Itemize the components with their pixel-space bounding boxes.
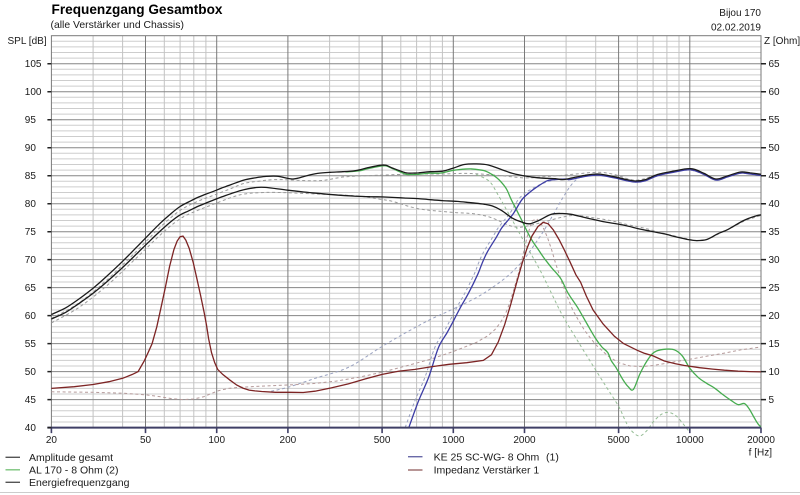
svg-text:60: 60 xyxy=(769,87,781,98)
svg-text:50: 50 xyxy=(769,143,781,154)
svg-text:1000: 1000 xyxy=(442,435,465,446)
svg-text:60: 60 xyxy=(25,311,37,322)
svg-text:90: 90 xyxy=(25,143,37,154)
svg-text:55: 55 xyxy=(25,339,37,350)
svg-text:Frequenzgang Gesamtbox: Frequenzgang Gesamtbox xyxy=(52,1,223,17)
svg-text:70: 70 xyxy=(25,255,37,266)
svg-text:50: 50 xyxy=(140,435,152,446)
svg-text:65: 65 xyxy=(25,283,37,294)
svg-text:50: 50 xyxy=(25,367,37,378)
svg-text:40: 40 xyxy=(25,423,37,434)
svg-text:95: 95 xyxy=(25,115,37,126)
svg-text:AL 170 - 8 Ohm (2): AL 170 - 8 Ohm (2) xyxy=(29,464,118,476)
svg-text:2000: 2000 xyxy=(513,435,536,446)
svg-text:(alle Verstärker und Chassis): (alle Verstärker und Chassis) xyxy=(51,20,184,31)
svg-text:105: 105 xyxy=(25,59,42,70)
svg-text:20: 20 xyxy=(46,435,58,446)
svg-text:40: 40 xyxy=(769,199,781,210)
svg-text:45: 45 xyxy=(25,395,37,406)
svg-text:KE 25 SC-WG- 8 Ohm: KE 25 SC-WG- 8 Ohm xyxy=(434,451,540,463)
svg-text:02.02.2019: 02.02.2019 xyxy=(711,23,761,34)
svg-text:500: 500 xyxy=(374,435,391,446)
svg-text:45: 45 xyxy=(769,171,781,182)
svg-text:Impedanz Verstärker 1: Impedanz Verstärker 1 xyxy=(434,465,540,477)
svg-text:20000: 20000 xyxy=(747,435,775,446)
svg-text:10000: 10000 xyxy=(676,435,704,446)
svg-text:Amplitude gesamt: Amplitude gesamt xyxy=(29,452,113,464)
svg-text:5000: 5000 xyxy=(607,435,630,446)
svg-text:10: 10 xyxy=(769,367,781,378)
svg-text:85: 85 xyxy=(25,171,37,182)
svg-text:Z [Ohm]: Z [Ohm] xyxy=(764,36,800,47)
svg-text:65: 65 xyxy=(769,59,781,70)
svg-text:Energiefrequenzgang: Energiefrequenzgang xyxy=(29,477,130,489)
svg-text:f [Hz]: f [Hz] xyxy=(749,448,773,459)
svg-text:75: 75 xyxy=(25,227,37,238)
svg-text:55: 55 xyxy=(769,115,781,126)
svg-text:35: 35 xyxy=(769,227,781,238)
svg-text:20: 20 xyxy=(769,311,781,322)
svg-text:15: 15 xyxy=(769,339,781,350)
svg-text:5: 5 xyxy=(769,395,775,406)
svg-text:25: 25 xyxy=(769,283,781,294)
svg-text:200: 200 xyxy=(280,435,297,446)
svg-text:Bijou 170: Bijou 170 xyxy=(719,8,761,19)
svg-text:SPL [dB]: SPL [dB] xyxy=(8,36,47,47)
svg-text:100: 100 xyxy=(25,87,42,98)
svg-text:100: 100 xyxy=(208,435,225,446)
svg-text:30: 30 xyxy=(769,255,781,266)
svg-text:(1): (1) xyxy=(546,451,559,463)
svg-text:80: 80 xyxy=(25,199,37,210)
